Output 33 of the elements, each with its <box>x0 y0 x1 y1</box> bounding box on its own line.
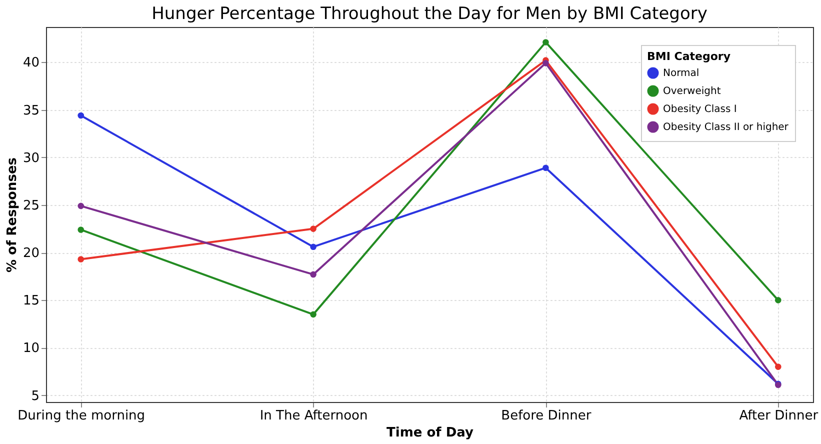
point <box>310 244 316 250</box>
point <box>542 39 549 46</box>
x-tick-label: Before Dinner <box>501 408 592 424</box>
x-tick-label: In The Afternoon <box>260 408 368 424</box>
point <box>78 112 84 119</box>
y-tick-label: 40 <box>22 56 40 71</box>
y-tick-label: 25 <box>22 198 40 214</box>
y-tick-label: 5 <box>31 388 40 404</box>
point <box>310 226 316 232</box>
legend-label: Overweight <box>663 86 721 97</box>
legend-label: Obesity Class II or higher <box>663 122 790 133</box>
y-tick-label: 30 <box>22 150 40 166</box>
legend-title: BMI Category <box>647 50 730 63</box>
legend-label: Normal <box>663 68 700 79</box>
y-tick-label: 20 <box>22 246 40 262</box>
x-axis-title: Time of Day <box>386 426 474 440</box>
y-tick-label: 10 <box>22 341 40 356</box>
legend-label: Obesity Class I <box>663 104 737 115</box>
point <box>78 202 84 210</box>
x-tick-label: During the morning <box>18 408 146 424</box>
x-tick-label: After Dinner <box>739 408 819 424</box>
point <box>542 60 549 66</box>
y-axis-title: % of Responses <box>4 157 20 273</box>
y-tick-label: 15 <box>22 294 40 309</box>
point <box>78 256 84 262</box>
y-tick-label: 35 <box>22 103 40 118</box>
point <box>542 164 549 172</box>
point <box>310 271 316 278</box>
point <box>310 311 316 318</box>
point <box>774 364 782 370</box>
chart-title: Hunger Percentage Throughout the Day for Men by BMI Category <box>152 4 708 24</box>
point <box>774 297 782 304</box>
point <box>78 226 84 233</box>
